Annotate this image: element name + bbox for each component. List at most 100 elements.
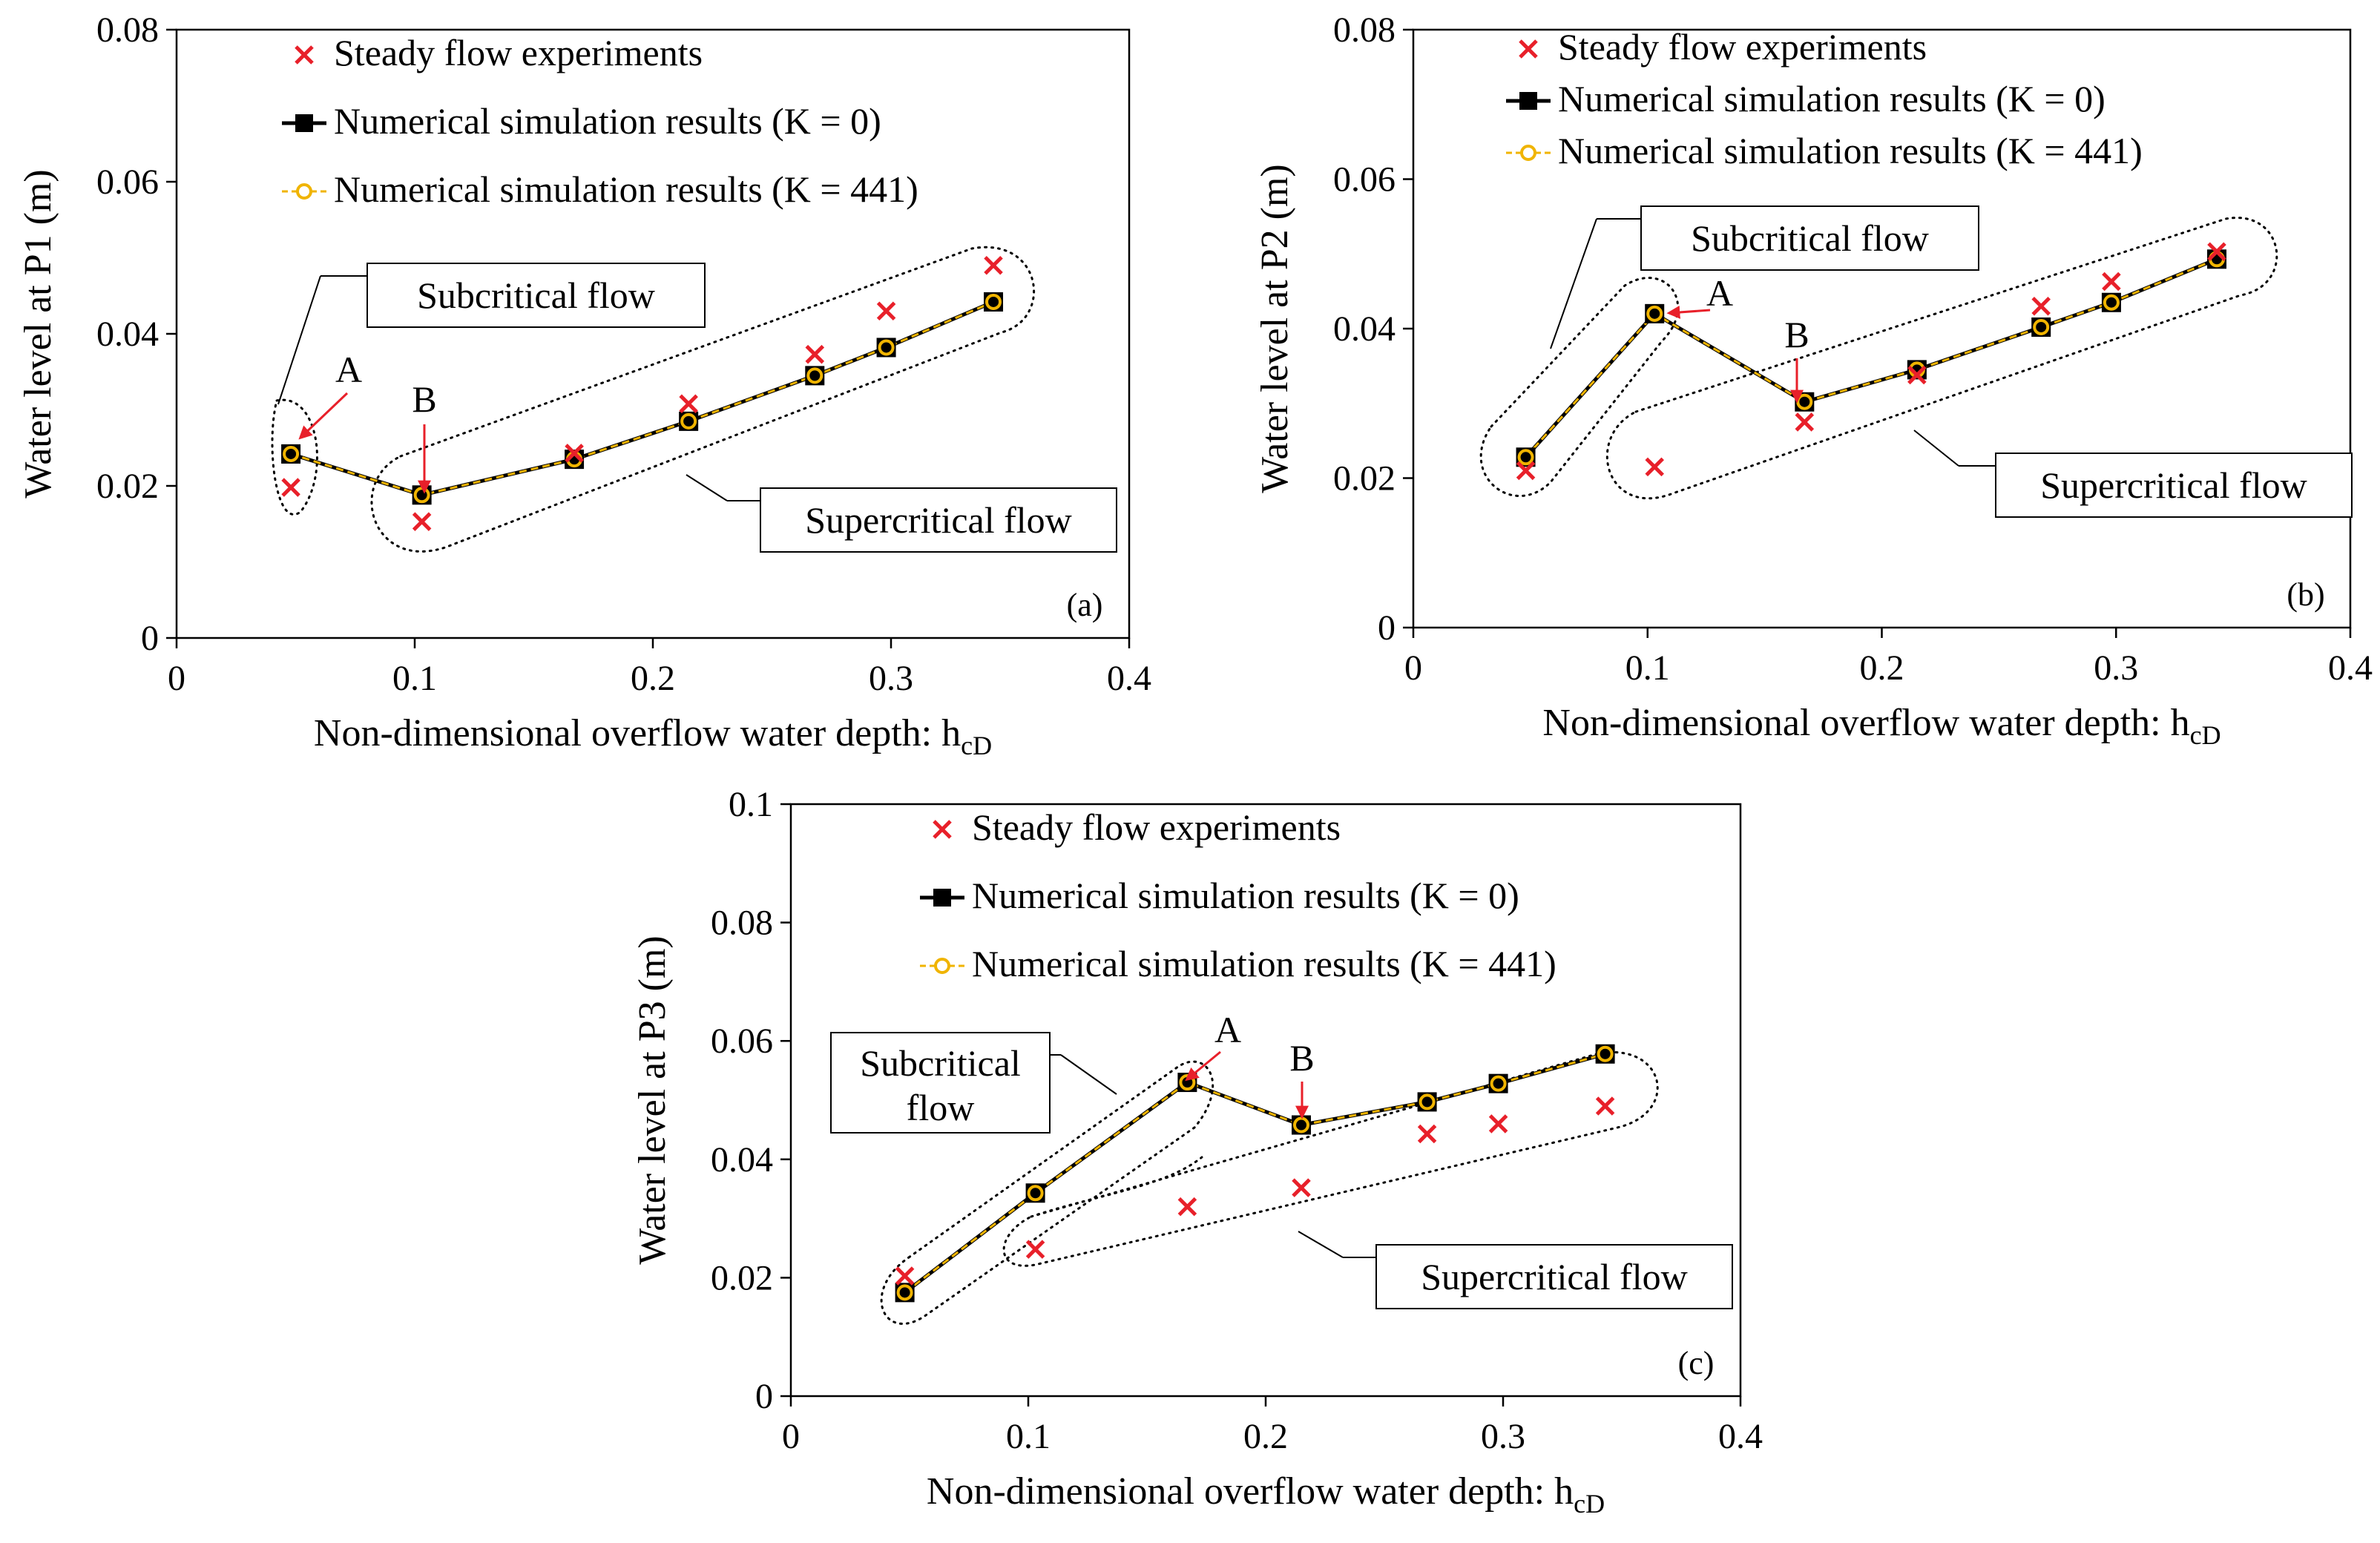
- subcritical-region-outline: [880, 1060, 1214, 1325]
- x-tick-label: 0: [1404, 648, 1422, 688]
- experiment-cross-b: [1177, 1197, 1197, 1217]
- experiment-cross-b: [895, 1266, 915, 1286]
- experiment-point: [1417, 1124, 1437, 1144]
- point-b-label: B: [412, 378, 436, 420]
- supercritical-flow-label: Supercritical flow: [2040, 464, 2307, 506]
- x-axis-label-main: Non-dimensional overflow water depth: h: [314, 712, 961, 754]
- experiment-cross-b: [1488, 1114, 1508, 1134]
- legend: Steady flow experiments Numerical simulat…: [1506, 26, 2143, 171]
- chart-panel-2: 0 0.1 0.2 0.3 0.4 0 0.02 0.04 0.06 0.08 Non-dimens…: [1254, 10, 2373, 750]
- experiment-cross-b: [1795, 412, 1815, 432]
- chart-panel-3: 0 0.1 0.2 0.3 0.4 0 0.02 0.04 0.06 0.08 0.1 Non-dim…: [631, 785, 1763, 1519]
- x-tick-label: 0: [168, 659, 185, 698]
- legend-k441-marker: [296, 183, 312, 200]
- y-tick-label: 0.02: [96, 467, 159, 506]
- legend-experiment-marker-b: [295, 45, 314, 65]
- y-tick-label: 0.02: [1333, 459, 1396, 499]
- experiment-point: [2102, 272, 2121, 292]
- experiment-cross-b: [2031, 297, 2051, 316]
- series-k441-line: [290, 300, 994, 496]
- legend: Steady flow experiments Numerical simulat…: [920, 806, 1556, 984]
- experiment-point: [1177, 1197, 1197, 1217]
- legend-k441-marker: [1520, 145, 1536, 161]
- point-a-arrow: [298, 392, 349, 440]
- subcritical-flow-label-leader: [1060, 1054, 1117, 1095]
- y-axis-label: Water level at P2 (m): [1254, 164, 1296, 493]
- experiment-cross-b: [876, 301, 896, 321]
- subcritical-flow-label-box: [1640, 205, 1979, 271]
- experiment-point: [1595, 1096, 1615, 1116]
- experiment-cross-b: [1417, 1124, 1437, 1144]
- series-k441-point: [806, 367, 824, 384]
- supercritical-flow-label-box: [760, 487, 1117, 553]
- supercritical-flow-label-leader: [1913, 430, 1959, 467]
- supercritical-flow-label: Supercritical flow: [1421, 1256, 1688, 1297]
- legend-k441-label: Numerical simulation results (K = 441): [334, 168, 918, 210]
- x-tick-label: 0.1: [1006, 1417, 1051, 1456]
- x-tick-label: 0.1: [1625, 648, 1670, 688]
- x-axis-label: Non-dimensional overflow water depth: hc…: [1542, 702, 2220, 750]
- experiment-point: [565, 444, 584, 463]
- experiment-cross-b: [1516, 461, 1536, 481]
- x-axis-label-subscript: cD: [2190, 720, 2221, 750]
- legend-experiments-label: Steady flow experiments: [1558, 26, 1927, 68]
- series-k441-point: [1646, 305, 1663, 322]
- experiment-point: [2207, 242, 2226, 261]
- experiment-point: [412, 512, 432, 531]
- supercritical-region-outline: [1002, 1050, 1659, 1267]
- series-k441-point: [1517, 449, 1534, 466]
- y-tick-label: 0.08: [96, 10, 159, 50]
- series-k441-point: [1490, 1075, 1507, 1092]
- subcritical-flow-label-box: [830, 1032, 1051, 1134]
- legend-k441-label: Numerical simulation results (K = 441): [972, 943, 1556, 984]
- panel-label: (c): [1678, 1345, 1715, 1381]
- panel-label: (a): [1067, 587, 1103, 623]
- supercritical-flow-label-box: [1995, 453, 2353, 518]
- experiment-point: [984, 255, 1003, 275]
- x-axis-label-subscript: cD: [961, 731, 992, 760]
- experiment-point: [679, 394, 698, 414]
- series-k441-point: [985, 293, 1002, 310]
- x-axis-label-subscript: cD: [1574, 1489, 1605, 1519]
- legend-experiment-marker-b: [1519, 39, 1538, 59]
- y-tick-label: 0.1: [729, 785, 773, 824]
- legend-k0-marker: [295, 114, 313, 132]
- supercritical-region-outline: [370, 246, 1036, 553]
- point-a-arrow: [1666, 305, 1711, 319]
- y-axis-label: Water level at P3 (m): [631, 935, 674, 1264]
- legend-k0-marker: [1519, 92, 1537, 110]
- experiment-point: [1907, 365, 1927, 385]
- point-b-label: B: [1784, 314, 1809, 355]
- y-tick-label: 0.08: [1333, 10, 1396, 50]
- experiment-cross-b: [1292, 1178, 1311, 1197]
- y-tick-label: 0.04: [96, 315, 159, 354]
- point-a-label: A: [1214, 1009, 1241, 1050]
- subcritical-flow-label-leader: [1550, 218, 1597, 349]
- x-tick-label: 0.4: [1718, 1417, 1763, 1456]
- series-k441-point: [878, 339, 895, 356]
- experiment-cross-b: [984, 255, 1003, 275]
- legend-experiments-label: Steady flow experiments: [972, 806, 1341, 848]
- x-tick-label: 0.3: [1481, 1417, 1525, 1456]
- y-tick-label: 0.04: [711, 1140, 773, 1180]
- point-a-label: A: [1706, 272, 1733, 314]
- subcritical-region-outline: [271, 398, 318, 516]
- experiment-point: [1645, 457, 1664, 477]
- experiment-cross-b: [281, 478, 300, 497]
- experiment-cross-b: [1645, 457, 1664, 477]
- legend-k441-marker: [934, 958, 950, 974]
- legend-k0-label: Numerical simulation results (K = 0): [1558, 78, 2105, 119]
- y-tick-label: 0: [141, 619, 159, 658]
- series-k441-point: [1597, 1045, 1614, 1062]
- supercritical-flow-label: Supercritical flow: [805, 499, 1072, 541]
- x-tick-label: 0.2: [1243, 1417, 1288, 1456]
- legend-experiment-marker-b: [933, 820, 952, 839]
- x-axis-label: Non-dimensional overflow water depth: hc…: [314, 712, 992, 760]
- y-tick-label: 0.06: [1333, 160, 1396, 200]
- experiment-cross-b: [1025, 1240, 1045, 1259]
- legend-k0-marker: [933, 889, 951, 907]
- experiment-point: [876, 301, 896, 321]
- panel-label: (b): [2287, 576, 2324, 613]
- experiment-point: [2031, 297, 2051, 316]
- series-k441-point: [1419, 1093, 1436, 1111]
